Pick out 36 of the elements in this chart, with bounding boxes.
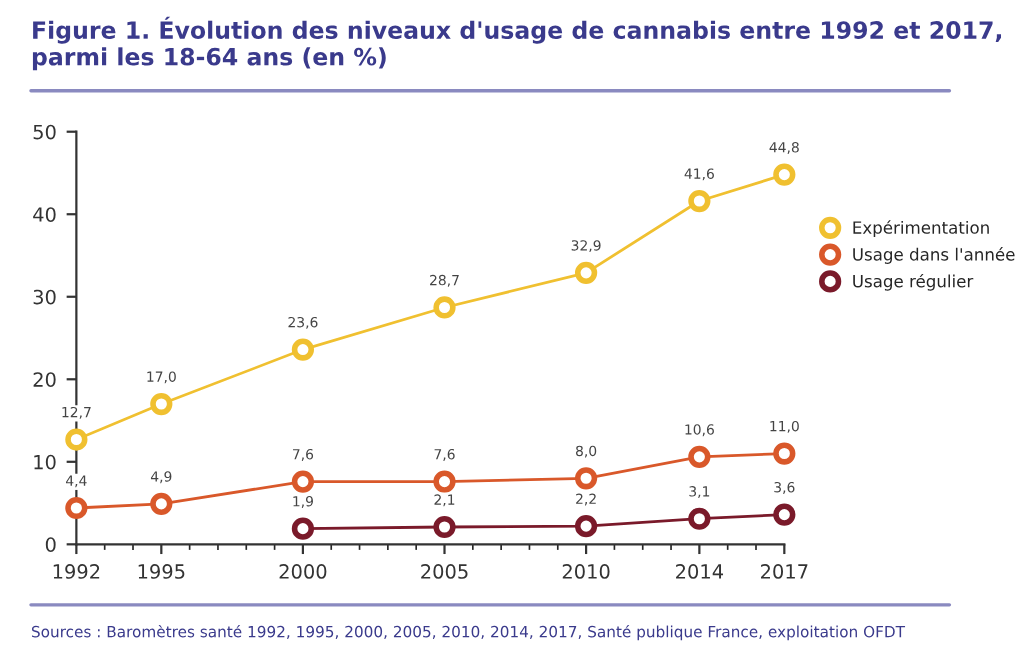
point [150, 392, 173, 416]
point [433, 515, 456, 539]
legend-label: Usage dans l'année [853, 247, 1015, 264]
point [433, 296, 456, 319]
point [574, 261, 598, 284]
y-tick-label: 0 [45, 537, 56, 552]
y-tick-label: 40 [33, 207, 56, 222]
point [773, 503, 796, 526]
point [688, 445, 711, 468]
y-tick-label: 50 [33, 124, 56, 140]
x-tick-label: 2005 [421, 564, 468, 579]
point [433, 470, 456, 493]
point [65, 496, 88, 520]
chart-title: Figure 1. Évolution des niveaux d'usage de cannabis entre 1992 et 2017, parmi les 18-64 ans (en %) [32, 16, 1002, 71]
x-tick-label: 2014 [676, 564, 724, 579]
point [688, 507, 711, 530]
point [773, 163, 796, 186]
x-tick-label: 2000 [279, 564, 327, 579]
point [291, 517, 315, 540]
x-tick-label: 2010 [562, 564, 610, 579]
point [574, 515, 598, 538]
legend-label: Usage régulier [853, 273, 974, 291]
point [574, 467, 598, 490]
y-tick-label: 30 [33, 289, 56, 305]
point [773, 442, 796, 465]
point [150, 492, 173, 515]
x-tick-label: 1992 [53, 564, 100, 579]
legend-label: Expérimentation [853, 220, 989, 238]
point [688, 189, 711, 213]
point [291, 470, 315, 493]
point [291, 338, 315, 361]
point [65, 428, 88, 451]
x-tick-label: 1995 [138, 564, 185, 579]
y-tick-label: 20 [33, 372, 56, 387]
x-tick-label: 2017 [761, 564, 808, 579]
y-tick-label: 10 [34, 454, 56, 470]
